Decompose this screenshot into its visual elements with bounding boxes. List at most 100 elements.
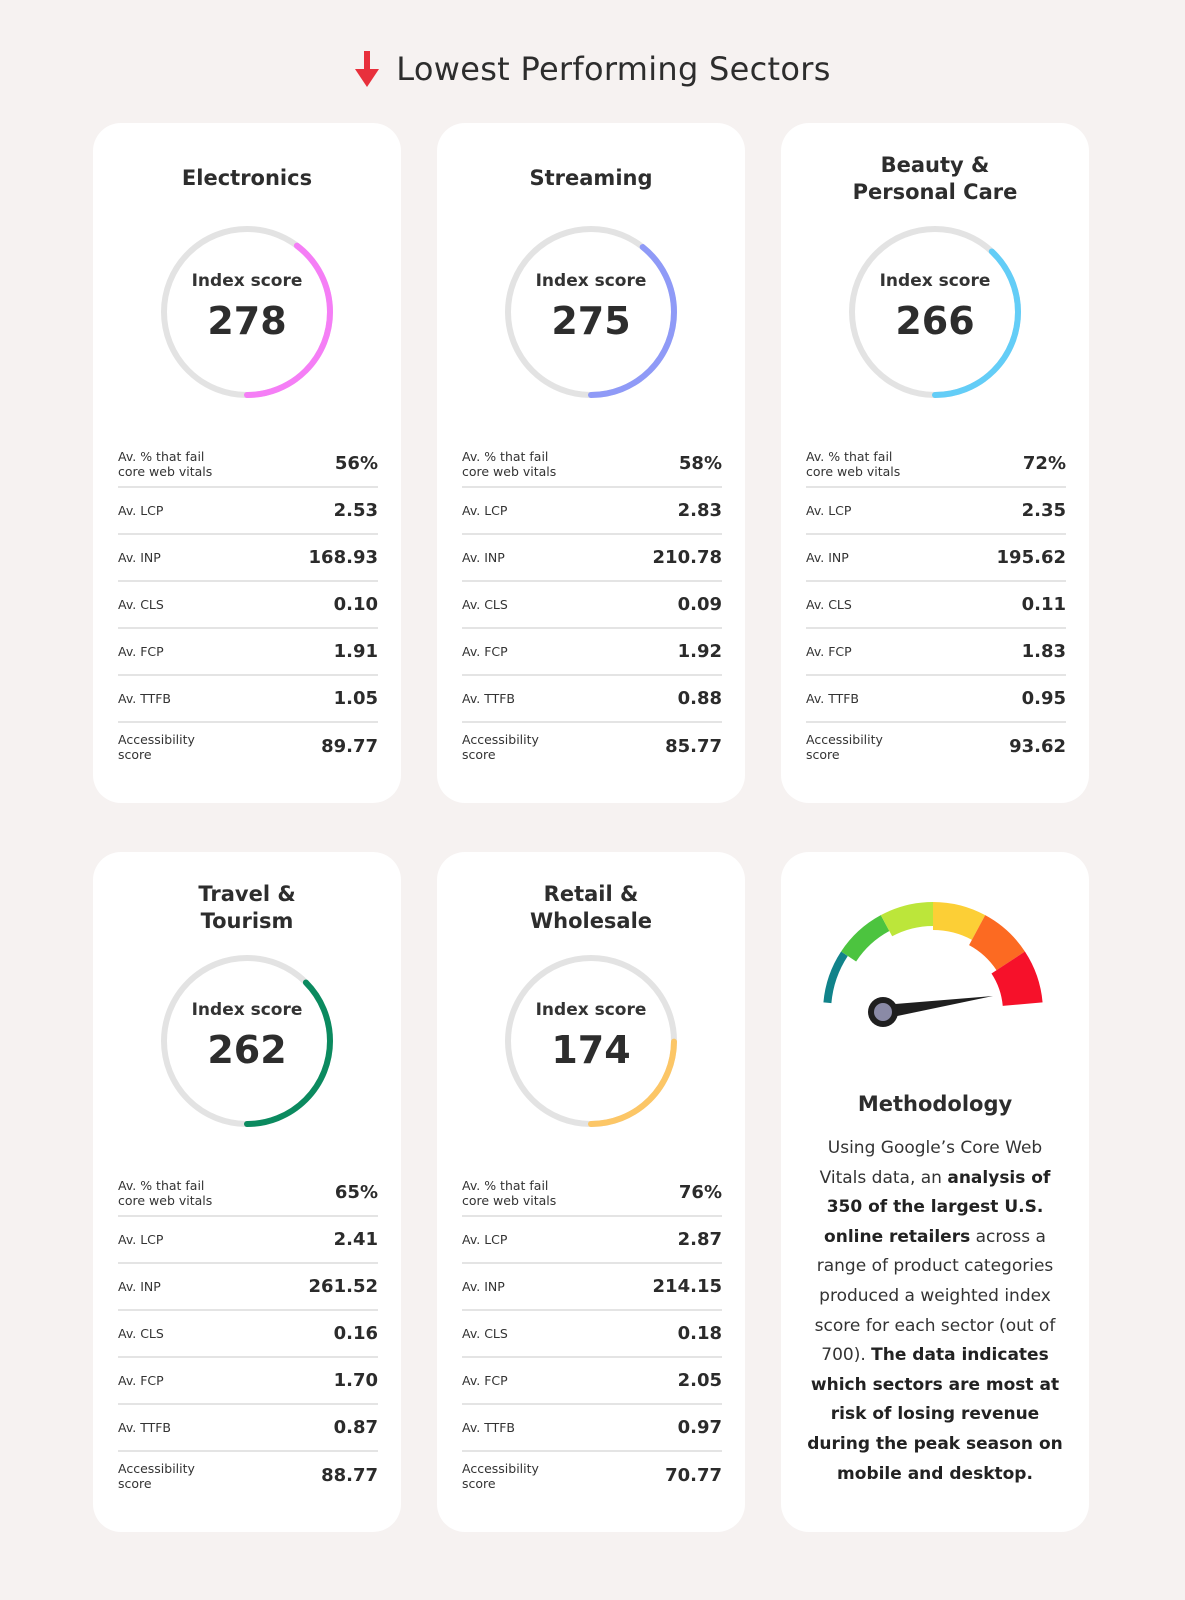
speedometer-segment (968, 915, 1025, 971)
metric-label: Accessibility score (462, 1460, 539, 1491)
metric-row-fail: Av. % that fail core web vitals 58% (462, 441, 722, 488)
metric-value: 85.77 (665, 736, 722, 757)
sector-card: Retail & Wholesale Index score 174 Av. % th… (437, 852, 745, 1532)
metric-row-fcp: Av. FCP 1.91 (118, 629, 378, 676)
metric-label: Av. TTFB (118, 1420, 172, 1435)
metric-label: Av. INP (806, 550, 849, 565)
metric-value: 0.87 (333, 1417, 378, 1438)
metric-label: Av. LCP (118, 503, 164, 518)
metric-value: 2.35 (1021, 500, 1066, 521)
index-score-value: 266 (895, 299, 975, 343)
metric-row-inp: Av. INP 261.52 (118, 1264, 378, 1311)
speedometer-icon (823, 902, 1043, 1027)
metric-row-ttfb: Av. TTFB 1.05 (118, 676, 378, 723)
sector-title: Travel & Tourism (198, 882, 296, 933)
metric-row-fcp: Av. FCP 1.92 (462, 629, 722, 676)
metric-row-ttfb: Av. TTFB 0.95 (806, 676, 1066, 723)
metric-label: Av. % that fail core web vitals (118, 1177, 213, 1208)
metric-label: Av. % that fail core web vitals (462, 448, 557, 479)
metric-value: 70.77 (665, 1465, 722, 1486)
metric-row-access: Accessibility score 70.77 (462, 1452, 722, 1499)
index-score-label: Index score (191, 1000, 303, 1020)
methodology-card: Methodology Using Google’s Core Web Vita… (781, 852, 1089, 1532)
metric-row-access: Accessibility score 89.77 (118, 723, 378, 770)
speedometer-segment (880, 902, 934, 937)
metric-label: Av. % that fail core web vitals (462, 1177, 557, 1208)
gauge-arc (161, 955, 333, 1127)
metric-row-inp: Av. INP 168.93 (118, 535, 378, 582)
speedometer-segment (841, 915, 890, 962)
metric-label: Av. TTFB (806, 691, 860, 706)
metric-value: 58% (678, 453, 722, 474)
gauge-arc (505, 226, 677, 398)
index-score-value: 275 (551, 299, 631, 343)
sector-title: Streaming (529, 166, 653, 190)
metric-row-lcp: Av. LCP 2.35 (806, 488, 1066, 535)
metric-row-inp: Av. INP 214.15 (462, 1264, 722, 1311)
metric-label: Av. FCP (118, 644, 164, 659)
index-score-label: Index score (191, 271, 303, 291)
metric-value: 0.11 (1021, 594, 1066, 615)
metric-label: Av. CLS (462, 1326, 508, 1341)
sector-title: Retail & Wholesale (529, 882, 653, 933)
metric-value: 76% (678, 1182, 722, 1203)
metric-row-ttfb: Av. TTFB 0.88 (462, 676, 722, 723)
metric-value: 89.77 (321, 736, 378, 757)
gauge-arc (161, 226, 333, 398)
metric-label: Av. INP (462, 550, 505, 565)
metric-value: 0.16 (333, 1323, 378, 1344)
index-score-gauge: Index score 174 (502, 952, 680, 1130)
down-arrow-icon (355, 51, 380, 87)
metric-label: Av. FCP (118, 1373, 164, 1388)
metric-value: 65% (334, 1182, 378, 1203)
metric-row-cls: Av. CLS 0.11 (806, 582, 1066, 629)
speedometer-needle (883, 996, 993, 1019)
metrics-table: Av. % that fail core web vitals 56% Av. LC… (118, 441, 378, 770)
metric-value: 0.18 (677, 1323, 722, 1344)
metric-label: Av. CLS (118, 1326, 164, 1341)
metric-label: Av. % that fail core web vitals (806, 448, 901, 479)
metric-label: Av. CLS (118, 597, 164, 612)
metric-row-cls: Av. CLS 0.18 (462, 1311, 722, 1358)
metric-label: Av. FCP (462, 1373, 508, 1388)
metric-row-inp: Av. INP 210.78 (462, 535, 722, 582)
metric-row-fail: Av. % that fail core web vitals 65% (118, 1170, 378, 1217)
metric-value: 2.41 (333, 1229, 378, 1250)
page-header: Lowest Performing Sectors (0, 44, 1185, 94)
metrics-table: Av. % that fail core web vitals 65% Av. LC… (118, 1170, 378, 1499)
metric-row-fcp: Av. FCP 2.05 (462, 1358, 722, 1405)
metric-label: Av. FCP (806, 644, 852, 659)
metrics-table: Av. % that fail core web vitals 72% Av. LC… (806, 441, 1066, 770)
metric-value: 93.62 (1009, 736, 1066, 757)
metric-value: 1.70 (333, 1370, 378, 1391)
methodology-text-bold: analysis of 350 of the largest U.S. onli… (824, 1167, 1051, 1247)
metric-label: Av. TTFB (118, 691, 172, 706)
metric-value: 2.83 (677, 500, 722, 521)
metric-label: Av. CLS (806, 597, 852, 612)
sector-card: Streaming Index score 275 Av. % that fail c… (437, 123, 745, 803)
metrics-table: Av. % that fail core web vitals 76% Av. LC… (462, 1170, 722, 1499)
speedometer-segment (932, 902, 986, 941)
metric-value: 2.53 (333, 500, 378, 521)
metric-value: 2.05 (677, 1370, 722, 1391)
metric-row-access: Accessibility score 88.77 (118, 1452, 378, 1499)
metric-value: 56% (334, 453, 378, 474)
sector-card: Electronics Index score 278 Av. % that fail… (93, 123, 401, 803)
methodology-title: Methodology (857, 1092, 1013, 1116)
sector-title: Electronics (181, 166, 313, 190)
metric-row-fcp: Av. FCP 1.83 (806, 629, 1066, 676)
metric-label: Av. INP (462, 1279, 505, 1294)
metric-row-access: Accessibility score 93.62 (806, 723, 1066, 770)
metric-value: 1.05 (333, 688, 378, 709)
metric-label: Av. LCP (462, 1232, 508, 1247)
metric-row-lcp: Av. LCP 2.53 (118, 488, 378, 535)
metric-row-ttfb: Av. TTFB 0.97 (462, 1405, 722, 1452)
metric-row-fail: Av. % that fail core web vitals 56% (118, 441, 378, 488)
sector-card: Travel & Tourism Index score 262 Av. % that… (93, 852, 401, 1532)
metric-label: Av. LCP (118, 1232, 164, 1247)
gauge-arc (505, 955, 677, 1127)
metric-row-cls: Av. CLS 0.09 (462, 582, 722, 629)
metric-label: Accessibility score (118, 1460, 195, 1491)
sector-title: Beauty & Personal Care (852, 153, 1018, 204)
metric-row-cls: Av. CLS 0.16 (118, 1311, 378, 1358)
